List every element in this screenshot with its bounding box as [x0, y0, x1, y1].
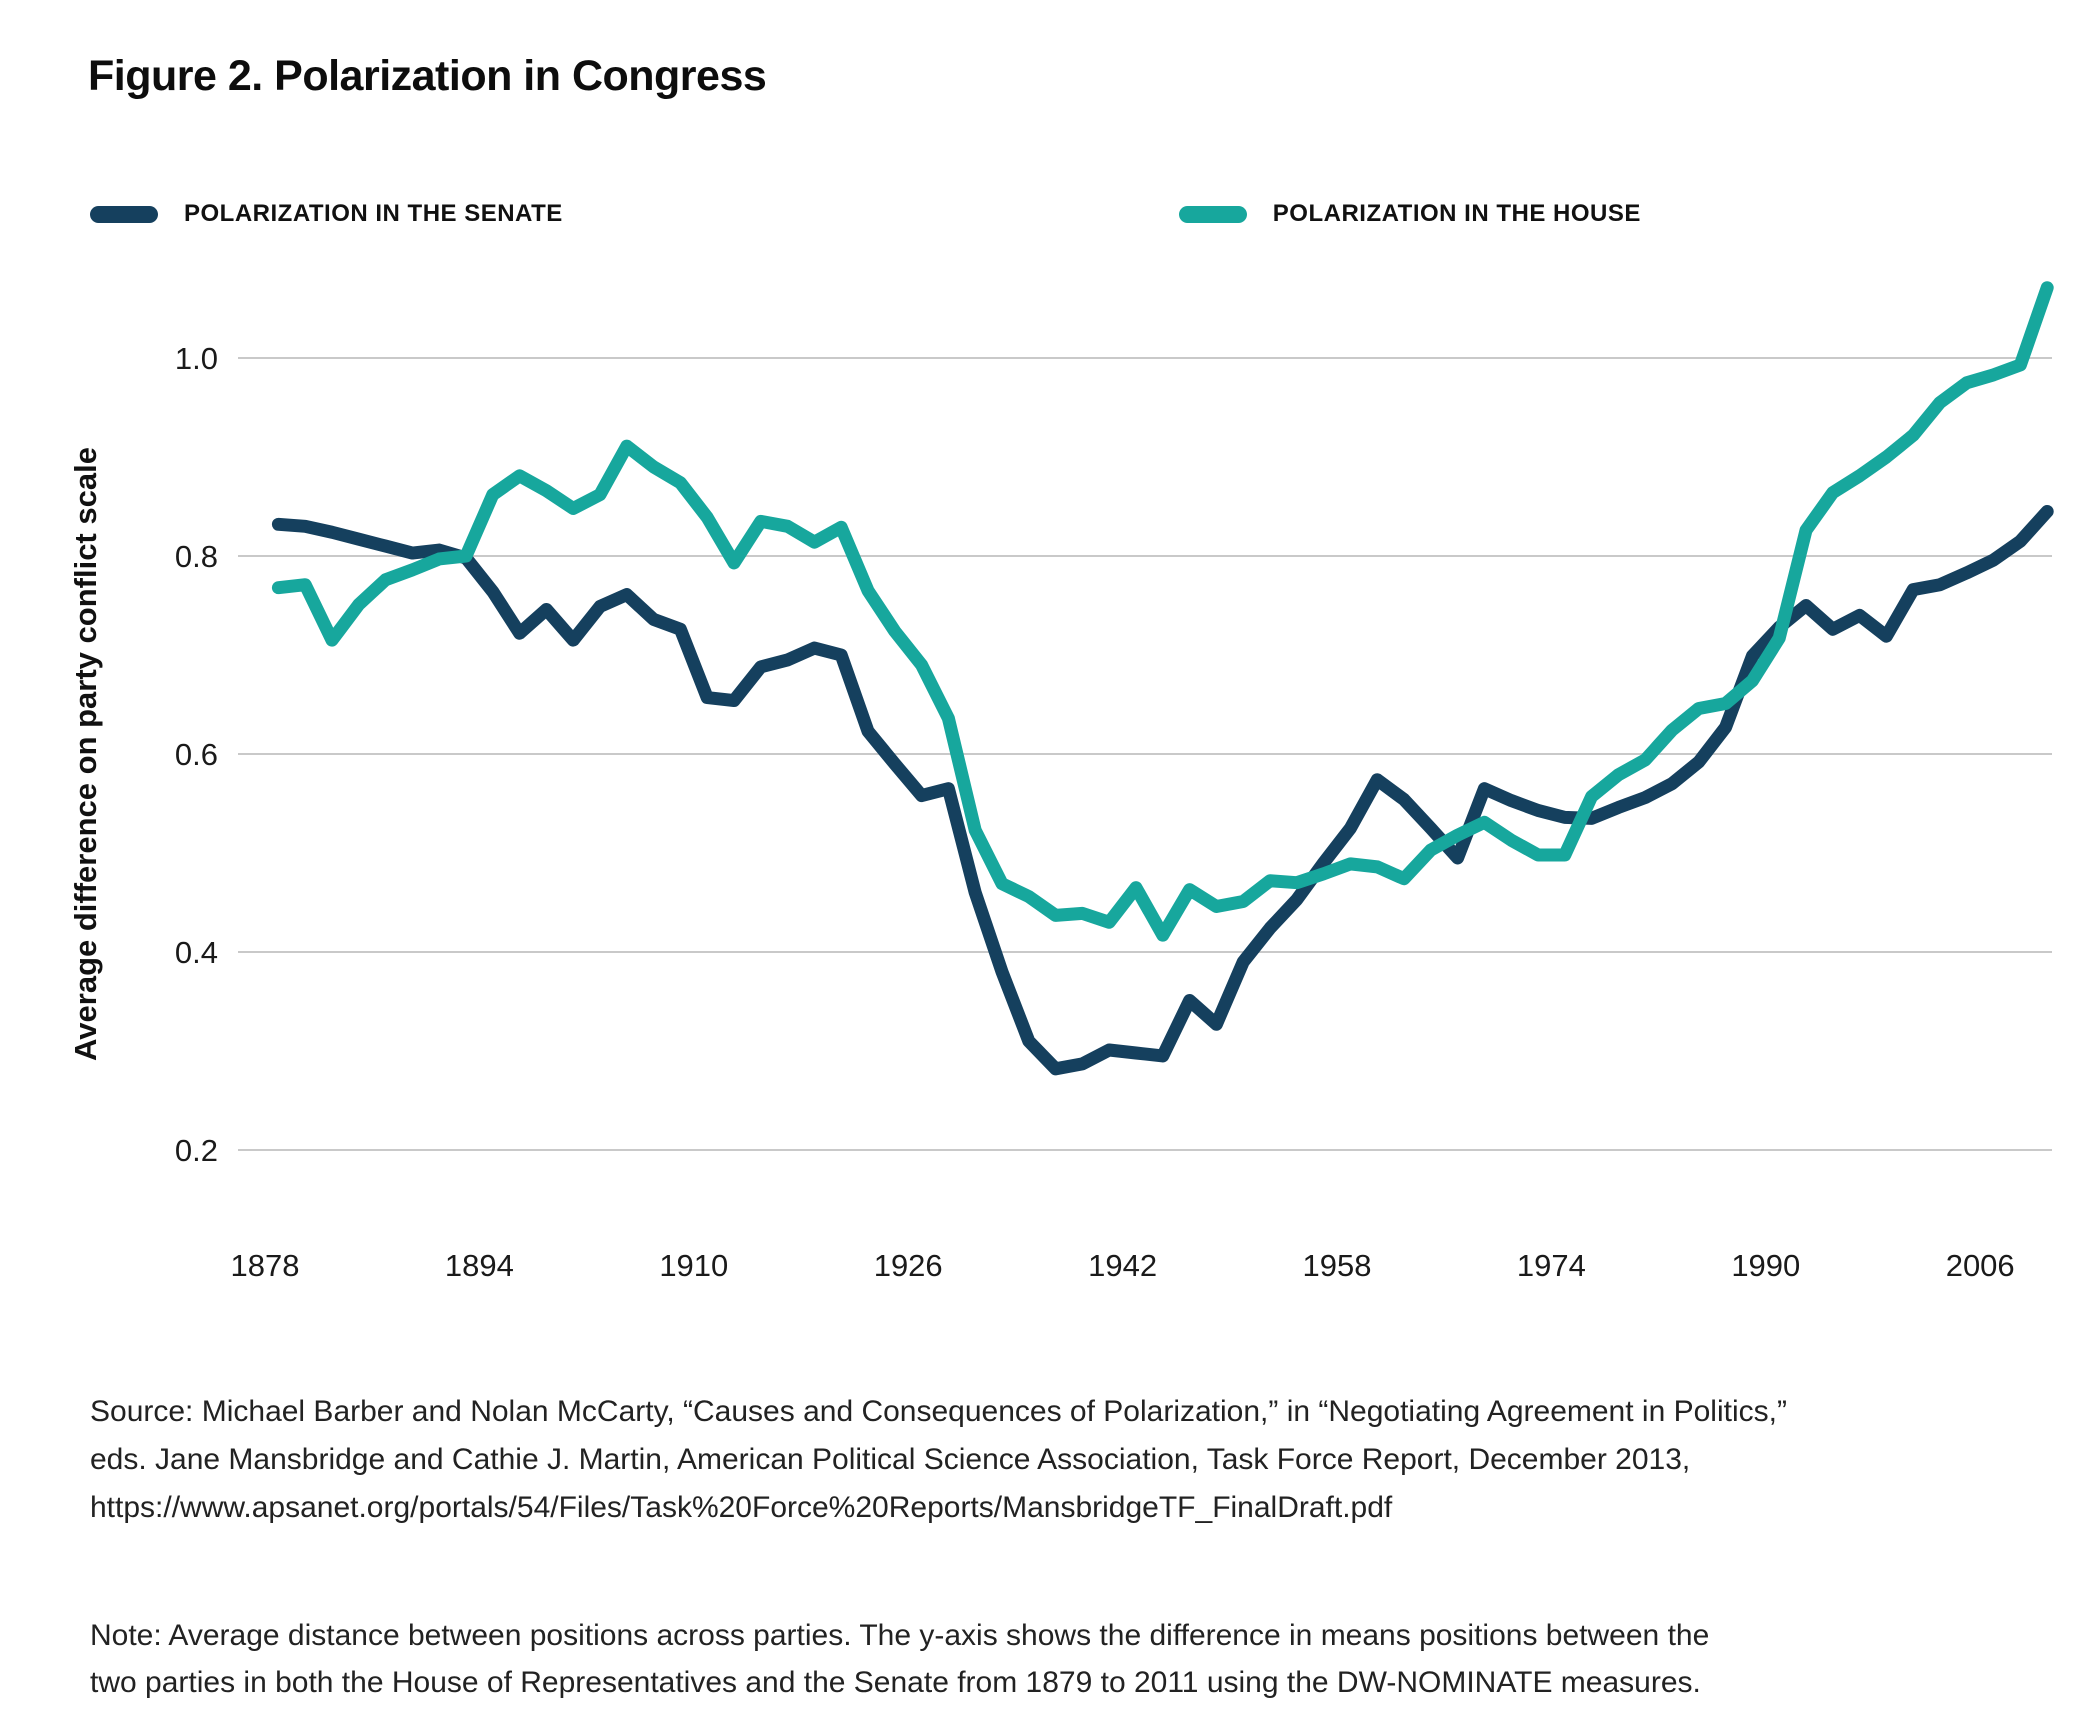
note-line: two parties in both the House of Represe…: [90, 1666, 1701, 1699]
y-tick-label: 0.2: [175, 1133, 218, 1168]
legend-label-house: POLARIZATION IN THE HOUSE: [1272, 200, 1641, 227]
y-tick-label: 0.6: [175, 737, 218, 772]
x-tick-label: 1926: [874, 1248, 943, 1283]
polarization-line-chart: 1.0 0.8 0.6 0.4 0.2 1878 1894 1910 1926 1942 1958 1…: [68, 281, 2054, 1283]
figure-title: Figure 2. Polarization in Congress: [88, 52, 767, 100]
y-tick-label: 1.0: [175, 341, 218, 376]
x-tick-label: 1878: [231, 1248, 300, 1283]
source-line: Source: Michael Barber and Nolan McCarty…: [90, 1395, 1787, 1428]
legend-label-senate: POLARIZATION IN THE SENATE: [184, 200, 563, 227]
x-tick-label: 1942: [1088, 1248, 1157, 1283]
x-tick-label: 1974: [1517, 1248, 1586, 1283]
note-text: Note: Average distance between positions…: [90, 1612, 1709, 1706]
x-tick-label: 1894: [445, 1248, 514, 1283]
y-tick-label: 0.4: [175, 935, 218, 970]
senate-line: [271, 504, 2054, 1076]
y-tick-label: 0.8: [175, 539, 218, 574]
house-line: [271, 281, 2054, 942]
x-tick-label: 1910: [659, 1248, 728, 1283]
x-tick-label: 1958: [1303, 1248, 1372, 1283]
source-line: https://www.apsanet.org/portals/54/Files…: [90, 1491, 1393, 1524]
house-line-swatch-icon: [1178, 205, 1247, 223]
x-tick-label: 1990: [1731, 1248, 1800, 1283]
legend-item-house: POLARIZATION IN THE HOUSE: [1178, 200, 1641, 228]
note-line: Note: Average distance between positions…: [90, 1619, 1710, 1652]
y-axis-title: Average difference on party conflict sca…: [68, 447, 103, 1061]
source-line: eds. Jane Mansbridge and Cathie J. Marti…: [90, 1443, 1691, 1476]
source-text: Source: Michael Barber and Nolan McCarty…: [90, 1388, 1787, 1532]
chart-legend: POLARIZATION IN THE SENATE POLARIZATION …: [90, 200, 1641, 228]
senate-line-swatch-icon: [90, 205, 158, 223]
x-tick-label: 2006: [1946, 1248, 2015, 1283]
legend-item-senate: POLARIZATION IN THE SENATE: [90, 200, 563, 228]
